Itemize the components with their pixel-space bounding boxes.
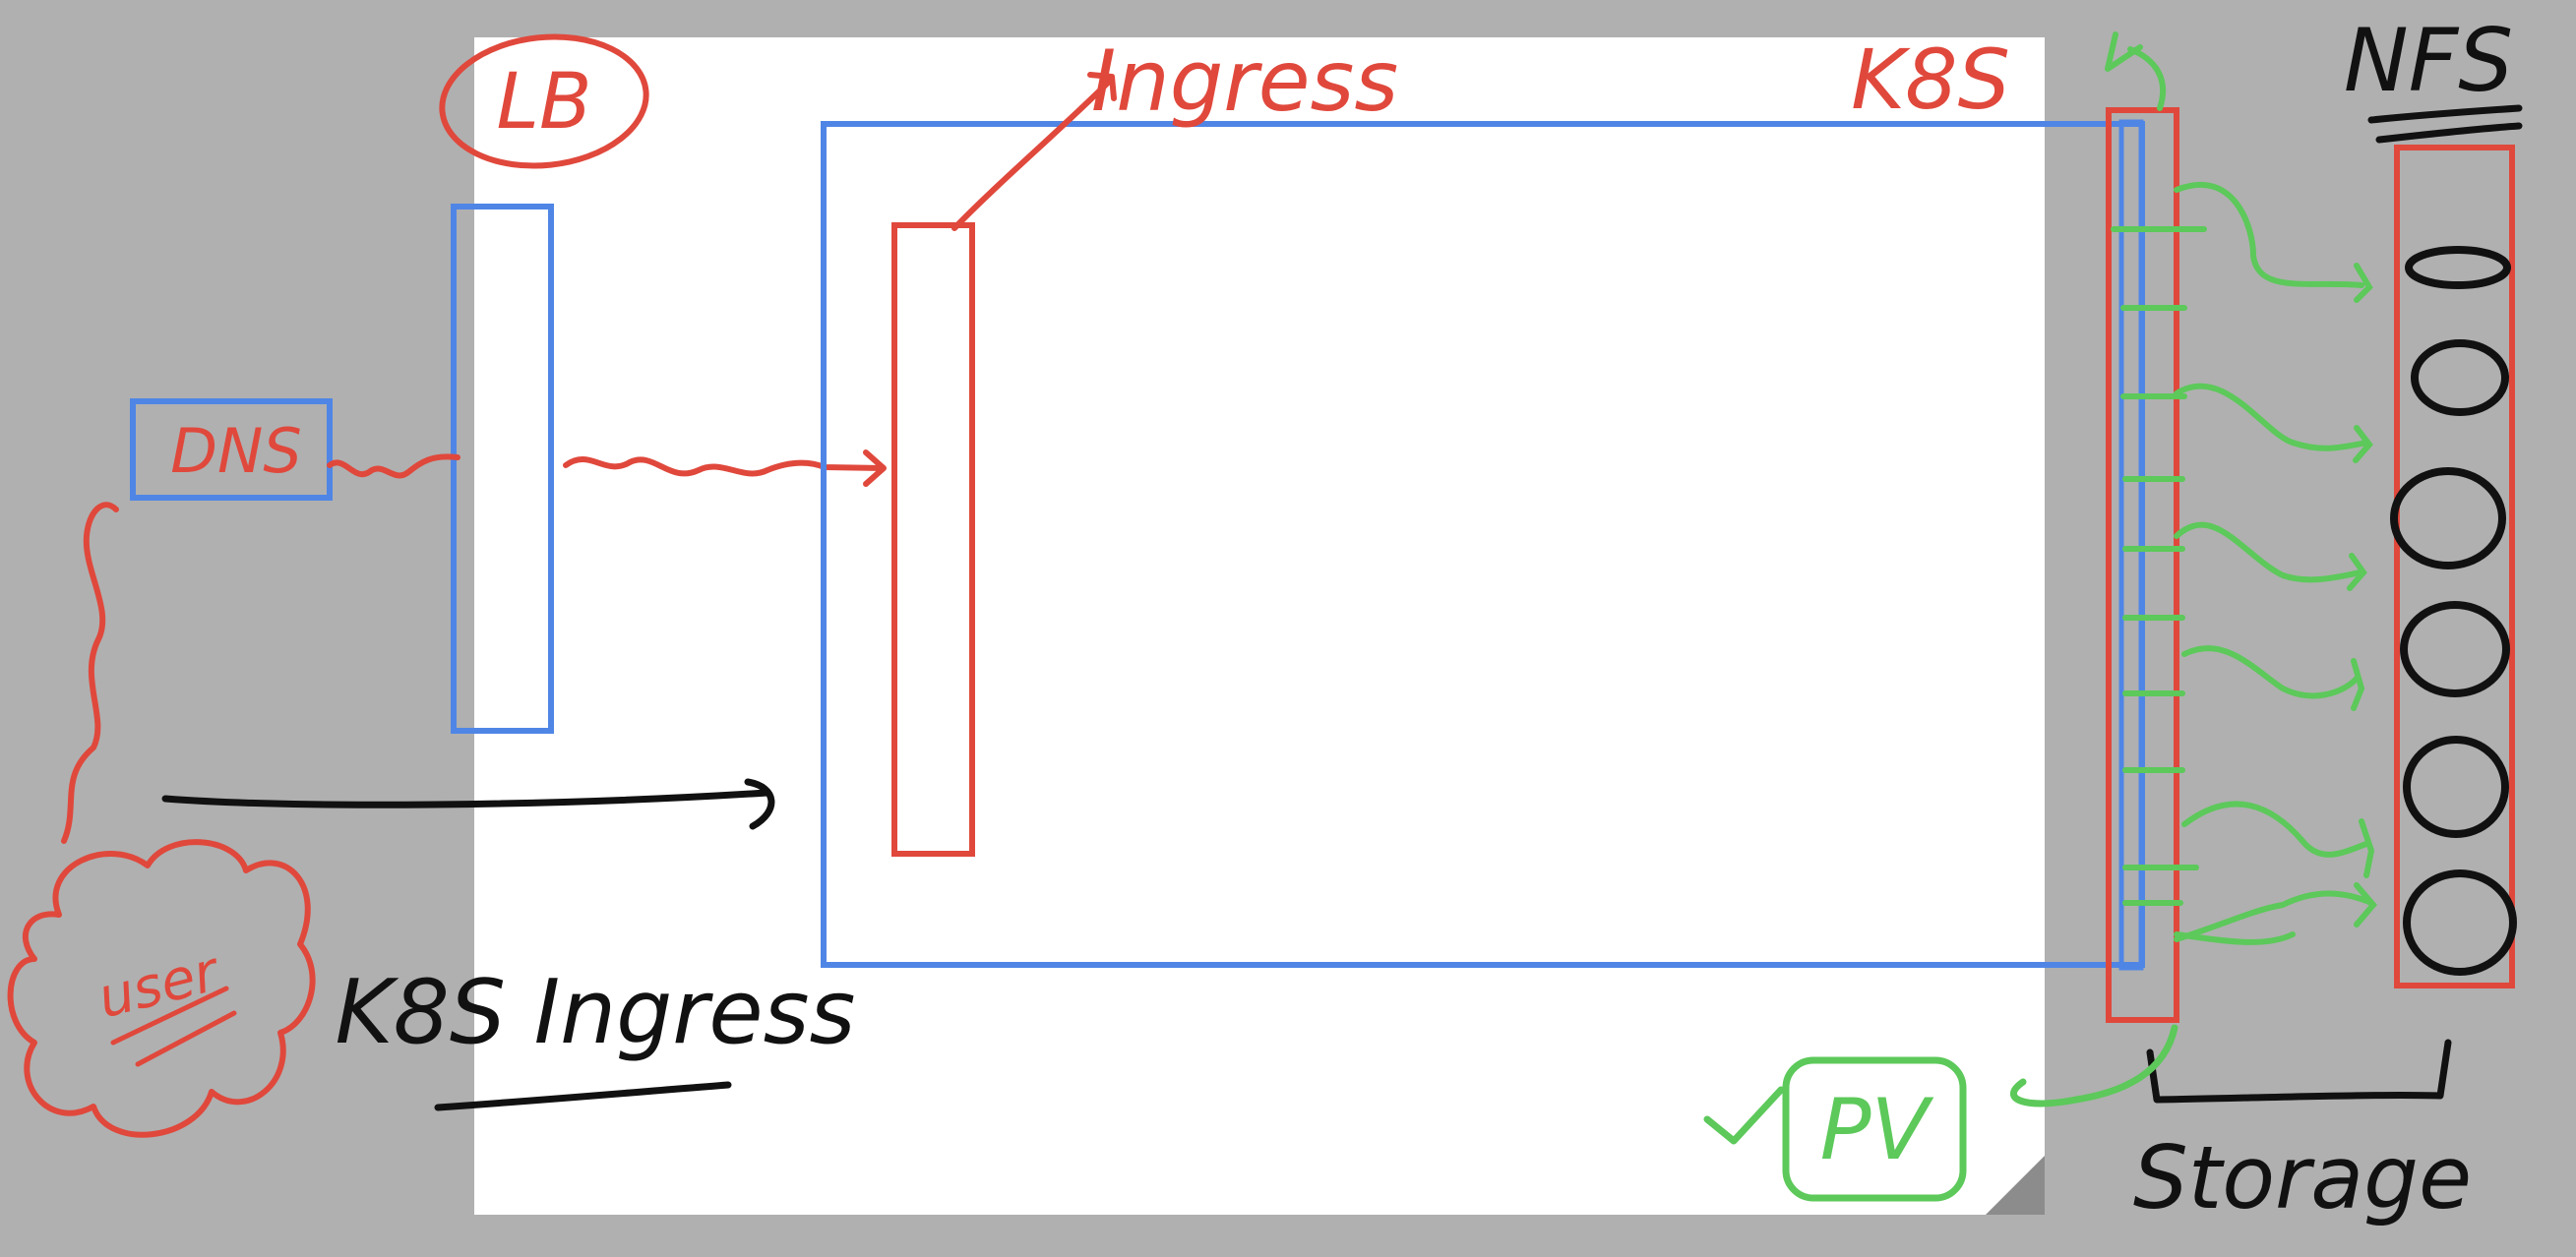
dns-label: DNS <box>170 415 301 487</box>
user-label: user <box>92 939 226 1031</box>
nfs-disk <box>2403 736 2509 838</box>
pv-column-red <box>2106 107 2179 1023</box>
mapping-squiggle <box>2174 383 2373 463</box>
storage-bracket <box>2146 1039 2452 1104</box>
pv-to-storage-curve <box>2009 1024 2178 1107</box>
ingress-pointer-line <box>951 78 1113 231</box>
nfs-disk <box>2411 339 2509 416</box>
nfs-disk <box>2390 467 2506 569</box>
lb-to-ingress-arrowhead <box>863 449 887 487</box>
pv-column-blue <box>2118 119 2144 971</box>
page-corner-fold <box>1986 1156 2045 1215</box>
ingress-label: Ingress <box>1091 32 1398 131</box>
storage-label: Storage <box>2133 1127 2472 1228</box>
dns-box <box>130 398 333 501</box>
nfs-label: NFS <box>2344 10 2513 111</box>
pv-checkmark <box>1703 1086 1785 1145</box>
mapping-squiggle <box>2181 801 2375 878</box>
pv-top-curve-head <box>2105 31 2143 72</box>
user-underline-1 <box>110 986 229 1046</box>
k8s-ingress-underline <box>434 1081 732 1111</box>
nfs-disks <box>2390 246 2517 976</box>
lb-circle <box>439 33 649 169</box>
ingress-controller-box <box>891 222 975 857</box>
pv-to-nfs-mappings <box>2174 181 2377 945</box>
nfs-disk <box>2405 246 2511 289</box>
nfs-underline-1 <box>2367 104 2523 124</box>
mapping-squiggle <box>2174 521 2367 591</box>
pv-box <box>1782 1056 1967 1202</box>
ingress-pointer-arrowhead <box>1087 72 1117 101</box>
lb-group: LB <box>439 33 649 169</box>
lb-label: LB <box>497 58 592 147</box>
user-to-dns-squiggle <box>61 502 119 844</box>
whiteboard-canvas <box>474 37 2045 1215</box>
k8s-ingress-label: K8S Ingress <box>336 961 856 1064</box>
pv-mounts <box>2111 226 2207 906</box>
mapping-squiggle <box>2181 645 2365 711</box>
pv-label: PV <box>1820 1081 1934 1179</box>
k8s-label: K8S <box>1851 31 2010 128</box>
load-balancer-box <box>451 204 554 734</box>
nfs-disk <box>2400 601 2510 697</box>
mapping-squiggle <box>2174 181 2373 303</box>
mapping-squiggle <box>2174 882 2377 942</box>
pv-top-curve <box>2127 46 2167 111</box>
lb-to-ingress-squiggle <box>563 456 884 477</box>
user-cloud <box>7 839 316 1138</box>
ingress-flow-arrowhead <box>744 778 775 830</box>
nfs-disk <box>2403 869 2517 976</box>
dns-to-lb-squiggle <box>327 453 460 479</box>
nfs-column <box>2394 145 2515 988</box>
mapping-squiggle <box>2174 931 2296 945</box>
user-underline-2 <box>135 1010 237 1067</box>
nfs-underline-2 <box>2375 122 2523 144</box>
ingress-flow-arrow <box>161 789 771 808</box>
